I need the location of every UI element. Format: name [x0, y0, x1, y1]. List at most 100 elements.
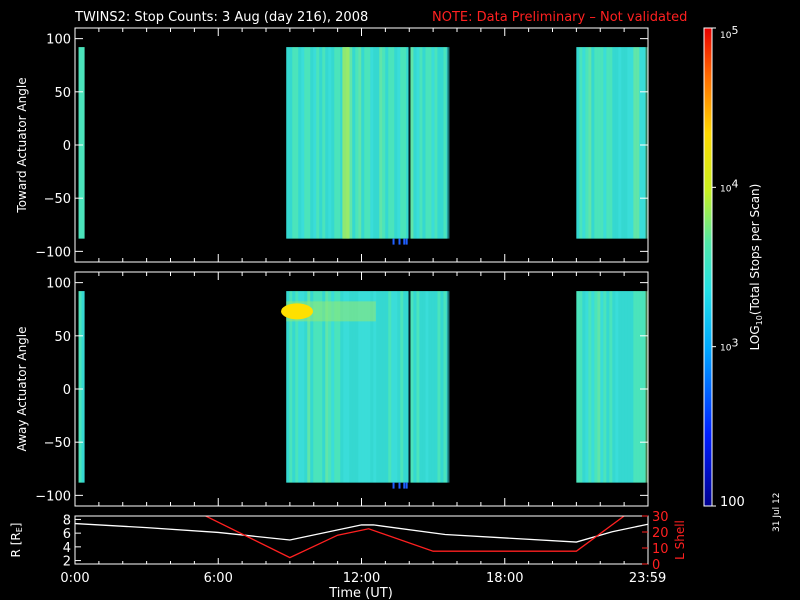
heat-stripe	[298, 47, 302, 239]
heat-stripe	[81, 291, 85, 483]
y-tick-label: 0	[63, 139, 71, 154]
heat-stripe	[376, 47, 380, 239]
heat-stripe	[630, 47, 634, 239]
heat-stripe	[443, 47, 447, 239]
toward-heatmap	[78, 47, 649, 245]
heat-stripe	[615, 291, 619, 483]
heat-stripe	[298, 291, 302, 483]
heat-stripe	[400, 291, 404, 483]
heat-stripe	[364, 47, 368, 239]
heat-stripe	[633, 47, 637, 239]
heat-stripe	[379, 47, 383, 239]
away-heatmap	[78, 291, 649, 489]
heat-stripe	[642, 47, 646, 239]
time-tick-label: 6:00	[204, 571, 233, 586]
y-tick-label: −100	[35, 245, 71, 260]
heat-stripe	[425, 291, 429, 483]
heat-stripe	[355, 291, 359, 483]
heat-stripe	[307, 47, 311, 239]
heat-stripe	[388, 47, 392, 239]
heat-stripe	[379, 291, 383, 483]
heat-stripe	[406, 47, 410, 239]
heat-stripe	[340, 291, 344, 483]
away-x-ticks	[74, 272, 649, 506]
heat-stripe	[591, 47, 595, 239]
heat-stripe	[391, 291, 395, 483]
toward-x-ticks	[74, 28, 649, 262]
heat-stripe	[591, 291, 595, 483]
heat-stripe	[588, 291, 592, 483]
heat-stripe	[322, 47, 326, 239]
heat-stripe	[81, 47, 85, 239]
heat-stripe	[301, 47, 305, 239]
heat-stripe	[624, 291, 628, 483]
away-y-axis: 100 50 0 −50 −100	[35, 277, 648, 504]
heat-stripe	[612, 47, 616, 239]
time-axis: 0:00 6:00 12:00 18:00 23:59	[60, 558, 666, 586]
heat-stripe	[597, 47, 601, 239]
l-tick-label: 0	[652, 558, 660, 573]
r-line	[75, 522, 648, 543]
toward-y-label: Toward Actuator Angle	[15, 77, 29, 213]
dropout-mark	[392, 238, 395, 245]
heat-stripe	[367, 291, 371, 483]
heat-stripe	[289, 291, 293, 483]
away-panel: 100 50 0 −50 −100 Away Actuator Angle	[15, 271, 649, 507]
heat-stripe	[316, 47, 320, 239]
heat-stripe	[434, 291, 438, 483]
heat-stripe	[346, 291, 350, 483]
heat-stripe	[585, 291, 589, 483]
orbit-lines	[75, 516, 648, 559]
heat-stripe	[328, 47, 332, 239]
heat-stripe	[624, 47, 628, 239]
preliminary-note: NOTE: Data Preliminary – Not validated	[432, 10, 687, 25]
heat-stripe	[394, 291, 398, 483]
l-tick-label: 30	[652, 510, 669, 525]
heat-stripe	[431, 291, 435, 483]
heat-stripe	[600, 47, 604, 239]
heat-stripe	[313, 291, 317, 483]
heat-stripe	[446, 47, 450, 239]
orbit-frame	[74, 515, 649, 565]
y-tick-label: −100	[35, 489, 71, 504]
heat-stripe	[319, 47, 323, 239]
heat-stripe	[394, 47, 398, 239]
heat-stripe	[361, 291, 365, 483]
y-tick-label: 0	[63, 383, 71, 398]
dropout-mark	[398, 238, 401, 245]
heat-stripe	[349, 47, 353, 239]
heat-stripe	[621, 47, 625, 239]
heat-stripe	[440, 47, 444, 239]
heat-stripe	[391, 47, 395, 239]
heat-stripe	[437, 47, 441, 239]
heat-stripe	[419, 47, 423, 239]
heat-stripe	[609, 47, 613, 239]
heat-stripe	[286, 291, 290, 483]
y-tick-label: 50	[54, 86, 71, 101]
heat-stripe	[328, 291, 332, 483]
heat-stripe	[594, 291, 598, 483]
heat-stripe	[388, 291, 392, 483]
heat-stripe	[597, 291, 601, 483]
heat-stripe	[621, 291, 625, 483]
colorbar: 105 104 103 100 LOG10(Total Stops per Scan)	[703, 24, 764, 510]
heat-stripe	[582, 47, 586, 239]
heat-stripe	[292, 47, 296, 239]
r-tick-label: 2	[63, 555, 71, 570]
heat-stripe	[304, 291, 308, 483]
time-tick-label: 0:00	[60, 571, 89, 586]
l-shell-label: L Shell	[673, 520, 687, 560]
colorbar-tick-label: 103	[720, 337, 738, 354]
heat-stripe	[419, 291, 423, 483]
time-axis-label: Time (UT)	[328, 586, 393, 600]
colorbar-tick-label: 100	[720, 495, 745, 510]
heat-stripe	[331, 291, 335, 483]
heat-stripe	[615, 47, 619, 239]
heat-stripe	[585, 47, 589, 239]
heat-stripe	[301, 291, 305, 483]
heat-stripe	[612, 291, 616, 483]
colorbar-label: LOG10(Total Stops per Scan)	[748, 184, 764, 351]
time-tick-label: 12:00	[343, 571, 380, 586]
heat-stripe	[358, 47, 362, 239]
